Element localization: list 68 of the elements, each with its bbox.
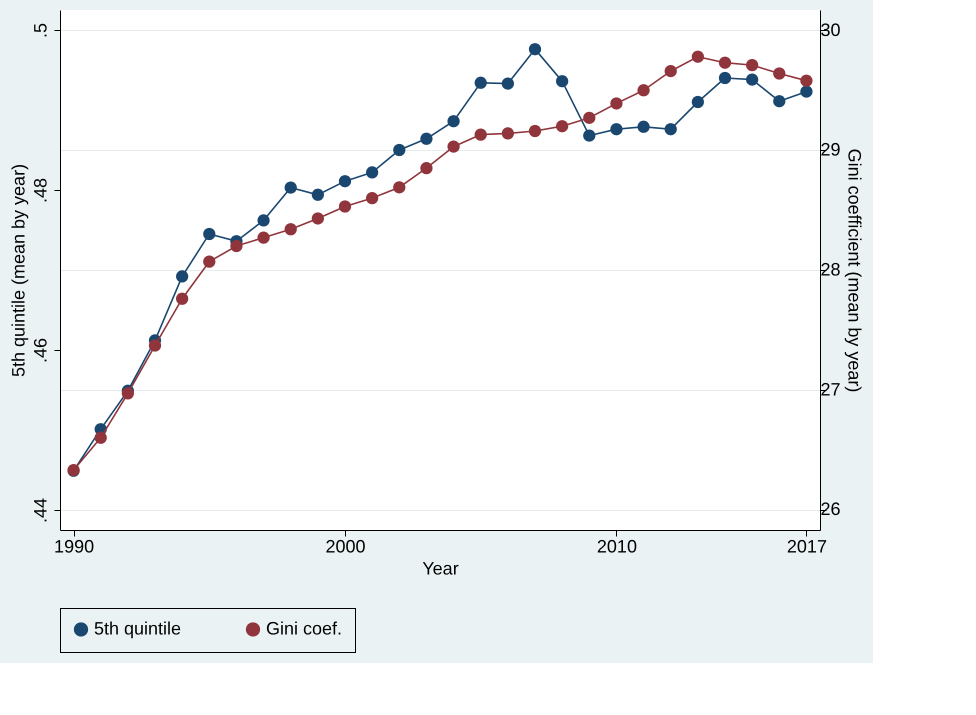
legend-label: 5th quintile [94, 618, 182, 638]
point [773, 67, 786, 80]
point [610, 123, 623, 136]
point [474, 128, 487, 141]
x-tick-label: 1990 [54, 536, 94, 556]
point [284, 181, 297, 194]
y2-tick-label: 27 [820, 379, 841, 400]
point [230, 240, 243, 252]
point [312, 212, 324, 225]
point [637, 120, 650, 133]
point [338, 200, 352, 213]
point [718, 56, 732, 69]
point [528, 124, 542, 138]
y-tick-label: .44 [30, 498, 50, 524]
x-tick-label: 2010 [596, 536, 637, 556]
point [800, 74, 813, 87]
point [420, 132, 433, 145]
point [148, 339, 162, 352]
y-axis-title: 5th quintile (mean by year) [8, 164, 28, 378]
y-tick-label: .46 [30, 338, 50, 364]
point [746, 59, 758, 72]
x-tick-label: 2000 [325, 536, 366, 556]
point [583, 129, 596, 142]
point [746, 73, 758, 86]
point [556, 120, 568, 132]
point [284, 223, 297, 236]
point [447, 140, 460, 153]
point [366, 192, 378, 204]
point [664, 64, 677, 78]
point [420, 162, 433, 174]
point [773, 95, 786, 108]
x-tick-label: 2017 [786, 536, 827, 556]
point [393, 181, 406, 194]
point [257, 214, 270, 227]
y2-tick-label: 26 [820, 499, 841, 520]
point [800, 85, 813, 98]
point [122, 387, 134, 400]
point [474, 76, 487, 89]
point [718, 72, 732, 84]
point [556, 75, 568, 88]
y2-axis-title: Gini coefficient (mean by year) [844, 148, 865, 392]
y-tick-label: .48 [30, 178, 50, 204]
point [692, 50, 704, 63]
y2-tick-label: 29 [820, 140, 841, 160]
point [528, 43, 542, 56]
point [312, 188, 324, 201]
point [366, 166, 378, 179]
y-tick-label: .5 [30, 22, 50, 38]
point [338, 175, 352, 188]
point [583, 112, 596, 124]
point [664, 123, 677, 136]
point [94, 432, 107, 444]
point [502, 127, 514, 140]
point [447, 115, 460, 128]
point [502, 77, 514, 90]
point [610, 97, 623, 110]
point [203, 256, 216, 268]
point [257, 232, 270, 244]
point [176, 292, 188, 305]
y2-tick-label: 28 [820, 260, 841, 280]
y2-tick-label: 30 [820, 20, 841, 40]
point [176, 270, 188, 283]
x-axis-title: Year [422, 558, 459, 578]
legend-label: Gini coef. [266, 618, 342, 638]
point [692, 96, 704, 108]
point [393, 144, 406, 156]
point [203, 228, 216, 240]
point [637, 84, 650, 96]
